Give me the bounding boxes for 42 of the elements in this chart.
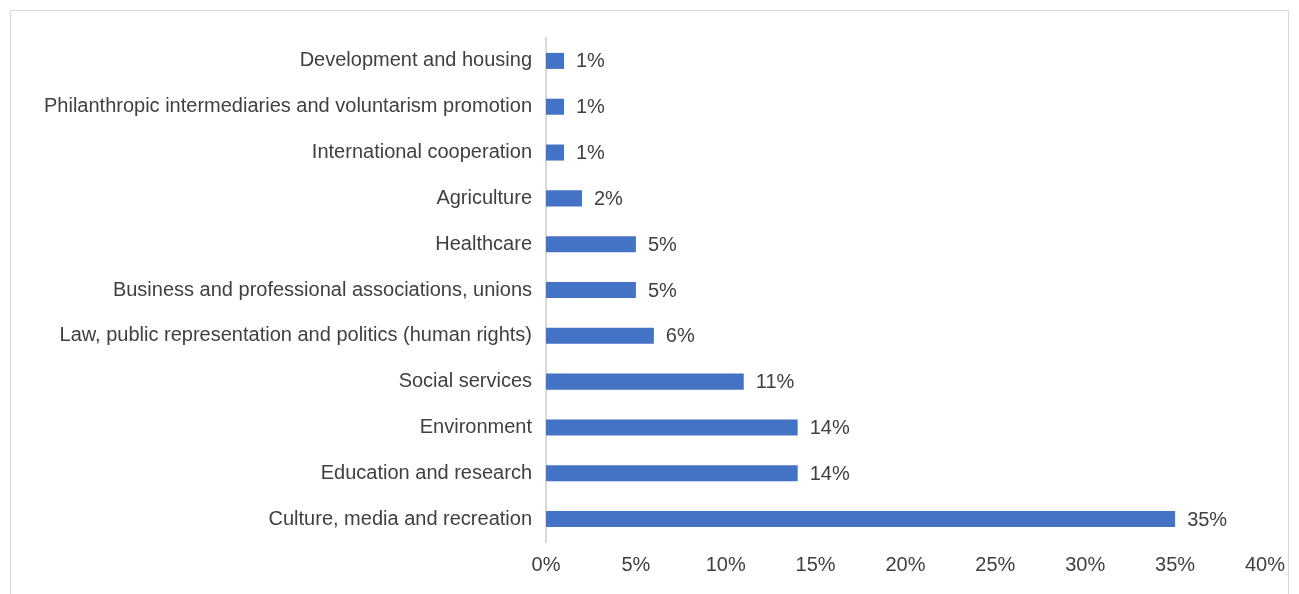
data-label: 11% xyxy=(755,370,795,393)
data-label: 1% xyxy=(575,49,606,72)
bar xyxy=(546,144,564,161)
data-label: 14% xyxy=(809,461,850,484)
x-tick-label: 10% xyxy=(705,552,746,575)
y-tick-label: Business and professional associations, unions xyxy=(112,277,533,300)
x-tick-label: 20% xyxy=(885,552,926,575)
bar xyxy=(546,419,798,436)
y-tick-label: Agriculture xyxy=(436,185,533,208)
y-tick-label: Education and research xyxy=(320,460,533,483)
y-tick-label: Development and housing xyxy=(299,48,533,71)
bar xyxy=(546,98,564,115)
data-label: 35% xyxy=(1187,507,1228,530)
y-tick-label: International cooperation xyxy=(311,140,533,163)
x-tick-label: 0% xyxy=(531,552,561,575)
data-label: 14% xyxy=(809,415,850,438)
data-label: 1% xyxy=(575,95,606,118)
bar xyxy=(546,465,798,482)
bar xyxy=(546,373,744,390)
data-label: 1% xyxy=(575,141,606,164)
y-tick-label: Social services xyxy=(398,369,533,392)
bar xyxy=(546,281,636,299)
x-tick-label: 40% xyxy=(1244,552,1286,575)
x-tick-label: 30% xyxy=(1065,552,1106,575)
bar xyxy=(546,327,654,344)
data-label: 5% xyxy=(647,232,678,255)
data-label: 5% xyxy=(647,278,678,301)
bar xyxy=(546,511,1176,528)
bar xyxy=(546,190,582,207)
y-tick-label: Culture, media and recreation xyxy=(268,506,533,529)
bar xyxy=(546,52,564,69)
x-tick-label: 5% xyxy=(621,552,651,575)
y-tick-label: Philanthropic intermediaries and voluntarism promotion xyxy=(43,94,533,117)
x-tick-label: 15% xyxy=(795,552,836,575)
data-label: 6% xyxy=(665,324,695,347)
y-tick-label: Environment xyxy=(419,414,533,437)
y-tick-label: Law, public representation and politics (human rights) xyxy=(59,323,533,346)
x-tick-label: 25% xyxy=(975,552,1016,575)
y-tick-label: Healthcare xyxy=(435,231,533,254)
data-label: 2% xyxy=(593,186,624,209)
bar xyxy=(546,236,636,253)
x-tick-label: 35% xyxy=(1155,552,1196,575)
